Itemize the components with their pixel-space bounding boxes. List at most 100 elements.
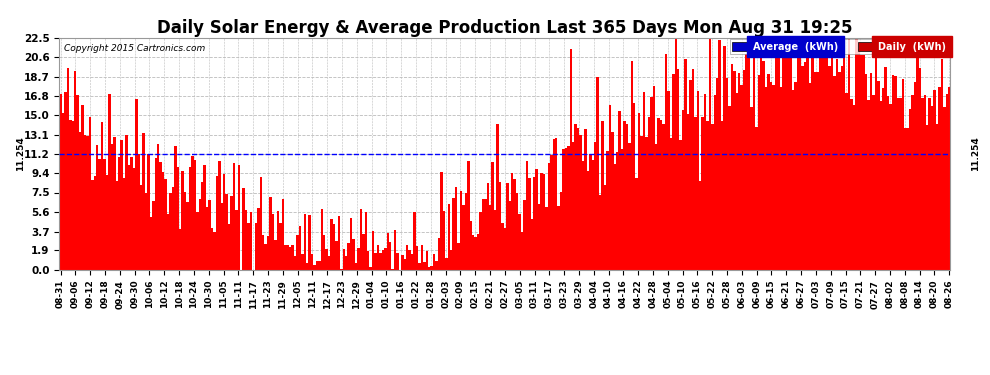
Bar [231,196,233,270]
Bar [238,165,240,270]
Bar [596,77,599,270]
Bar [306,263,309,270]
Bar [186,202,189,270]
Bar [655,144,657,270]
Bar [249,213,252,270]
Bar [729,106,731,270]
Text: 11.254: 11.254 [16,136,25,171]
Bar [742,70,745,270]
Bar [79,132,81,270]
Bar [770,82,772,270]
Bar [531,219,533,270]
Bar [362,234,364,270]
Bar [824,43,826,270]
Bar [594,142,596,270]
Bar [816,72,819,270]
Bar [875,48,877,270]
Bar [341,269,343,270]
Bar [645,137,647,270]
Bar [323,235,326,270]
Bar [254,224,257,270]
Bar [904,128,907,270]
Bar [821,43,824,270]
Bar [123,178,126,270]
Bar [692,69,694,270]
Bar [367,251,369,270]
Bar [245,210,248,270]
Bar [814,72,816,270]
Legend: Average  (kWh), Daily  (kWh): Average (kWh), Daily (kWh) [730,39,948,54]
Bar [550,155,552,270]
Bar [948,87,950,270]
Bar [701,117,704,270]
Bar [772,85,774,270]
Bar [619,111,621,270]
Bar [464,193,467,270]
Bar [145,193,148,270]
Bar [354,263,357,270]
Bar [291,244,294,270]
Bar [839,72,841,270]
Bar [404,259,406,270]
Bar [511,173,514,270]
Bar [714,95,716,270]
Bar [724,46,726,270]
Bar [211,228,213,270]
Bar [126,135,128,270]
Bar [934,90,936,270]
Bar [328,256,331,270]
Bar [401,255,404,270]
Bar [662,124,665,270]
Bar [459,190,462,270]
Bar [96,145,98,270]
Bar [750,107,752,270]
Bar [767,75,770,270]
Bar [89,117,91,270]
Bar [494,210,496,270]
Bar [745,54,747,270]
Bar [406,245,409,270]
Bar [826,32,829,270]
Bar [669,138,672,270]
Bar [477,234,479,270]
Bar [411,254,414,270]
Bar [569,50,572,270]
Bar [333,224,336,270]
Bar [171,188,174,270]
Bar [467,161,469,270]
Bar [533,177,536,270]
Bar [945,94,948,270]
Bar [269,196,272,270]
Bar [877,81,879,270]
Bar [752,32,755,270]
Bar [438,238,441,270]
Bar [921,98,924,270]
Bar [236,210,238,270]
Bar [128,165,131,270]
Bar [887,96,889,270]
Bar [162,172,164,270]
Bar [616,152,619,270]
Bar [66,68,69,270]
Bar [118,157,121,270]
Bar [884,68,887,270]
Bar [882,88,884,270]
Bar [721,121,724,270]
Bar [257,208,259,270]
Bar [564,148,567,270]
Bar [381,250,384,270]
Bar [528,178,531,270]
Bar [81,105,84,270]
Bar [804,62,807,270]
Bar [687,114,689,270]
Bar [441,172,443,270]
Bar [457,243,459,270]
Bar [872,95,875,270]
Bar [538,204,541,270]
Bar [784,58,787,270]
Bar [614,164,616,270]
Bar [674,39,677,270]
Bar [377,245,379,270]
Bar [757,75,760,270]
Bar [299,226,301,270]
